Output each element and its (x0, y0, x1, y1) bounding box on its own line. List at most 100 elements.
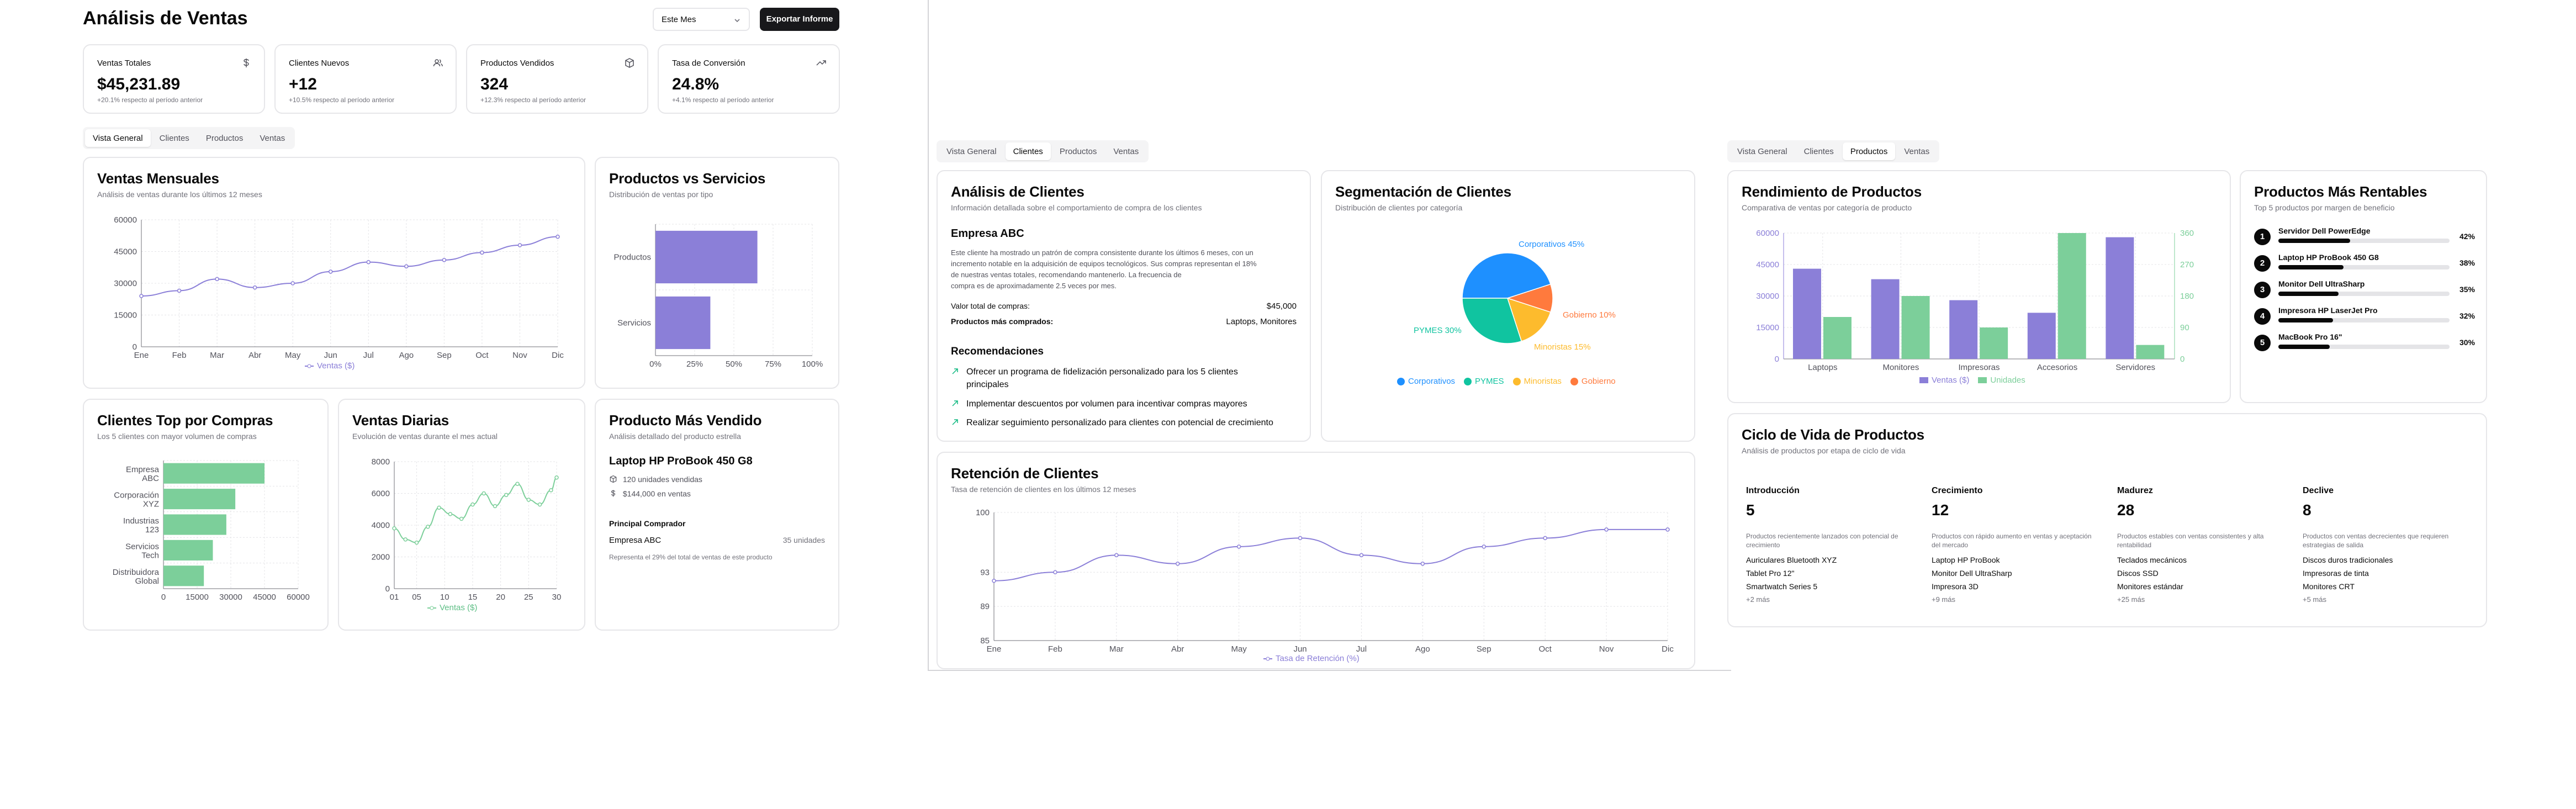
stage-name: Declive (2303, 486, 2334, 495)
client-segmentation-card: Segmentación de Clientes Distribución de… (1321, 170, 1695, 442)
period-select[interactable]: Este Mes (653, 8, 750, 31)
buyer-note: Representa el 29% del total de ventas de… (609, 553, 773, 561)
profitable-item: 1 Servidor Dell PowerEdge 42% (2254, 226, 2475, 248)
kpi-value: 324 (480, 75, 509, 93)
card-title: Retención de Clientes (951, 465, 1099, 482)
x-tick-label: Jul (363, 351, 374, 360)
bar-sales (1949, 300, 1978, 359)
data-point (139, 294, 144, 298)
y-right-tick-label: 0 (2180, 355, 2184, 364)
stage-more: +5 más (2303, 595, 2326, 604)
users-icon (433, 59, 443, 67)
legend-label: Unidades (1990, 376, 2025, 385)
tab-clients[interactable]: Clientes (1005, 142, 1051, 160)
pie-legend: Corporativos PYMES Minoristas Gobierno (1397, 377, 1616, 386)
tab-products[interactable]: Productos (1059, 146, 1097, 156)
bar-sales (2106, 237, 2134, 359)
product-lifecycle-card: Ciclo de Vida de Productos Análisis de p… (1727, 413, 2487, 627)
stage-count: 8 (2303, 501, 2311, 519)
card-subtitle: Tasa de retención de clientes en los últ… (951, 485, 1136, 494)
margin-fill (2278, 345, 2330, 349)
pie-label-gobierno: Gobierno 10% (1563, 310, 1616, 320)
x-tick-label: 30 (552, 593, 562, 602)
page-title: Análisis de Ventas (83, 8, 248, 29)
data-point (556, 234, 560, 239)
margin-fill (2278, 239, 2351, 243)
package-icon (625, 58, 634, 68)
x-tick-label: 75% (765, 359, 781, 369)
daily-sales-chart: 0 2000 4000 6000 8000 01 05 10 15 20 25 30 (372, 457, 562, 602)
tab-products[interactable]: Productos (1842, 142, 1896, 160)
data-point (1236, 544, 1241, 549)
data-point (366, 260, 371, 265)
margin-pct: 35% (2459, 285, 2475, 294)
card-title: Productos vs Servicios (609, 170, 766, 187)
legend-label: Gobierno (1581, 377, 1616, 386)
tab-overview[interactable]: Vista General (1737, 146, 1787, 156)
tab-sales[interactable]: Ventas (260, 133, 285, 143)
profitable-item: 5 MacBook Pro 16" 30% (2254, 332, 2475, 355)
margin-fill (2278, 265, 2344, 269)
stage-count: 12 (1932, 501, 1949, 519)
kpi-title: Clientes Nuevos (289, 59, 350, 68)
y-tick-label: Tech (141, 551, 159, 560)
x-tick-label: Servidores (2115, 363, 2155, 372)
kpi-card-new-clients: Clientes Nuevos +12 +10.5% respecto al p… (274, 44, 457, 114)
export-report-button[interactable]: Exportar Informe (760, 8, 839, 31)
period-select-value: Este Mes (662, 15, 696, 24)
bar (163, 540, 213, 561)
card-subtitle: Análisis de ventas durante los últimos 1… (97, 190, 262, 199)
y-tick-label: 100 (976, 508, 990, 517)
x-tick-label: May (1231, 644, 1247, 654)
data-point (470, 502, 475, 507)
bar (655, 296, 711, 350)
data-point (290, 281, 295, 285)
bar-sales (1871, 279, 1900, 359)
rank-badge: 5 (2254, 335, 2271, 351)
x-tick-label: 05 (412, 593, 421, 602)
products-value: Laptops, Monitores (1226, 317, 1297, 326)
stage-more: +9 más (1932, 595, 1955, 604)
kpi-note: +12.3% respecto al período anterior (480, 96, 586, 104)
x-tick-label: 01 (390, 593, 399, 602)
description-line: de nuestras ventas totales, recomendando… (951, 271, 1182, 279)
total-value: $45,000 (1266, 302, 1297, 311)
data-point (1420, 562, 1425, 566)
profitable-products-card: Productos Más Rentables Top 5 productos … (2240, 170, 2487, 403)
bar-units (1980, 327, 2008, 359)
x-tick-label: 15000 (186, 593, 209, 602)
y-tick-label: 123 (145, 525, 159, 535)
daily-sales-card: Ventas Diarias Evolución de ventas duran… (338, 399, 585, 631)
x-tick-label: Ene (987, 644, 1002, 654)
x-tick-label: Sep (1477, 644, 1491, 654)
legend-label: Ventas ($) (317, 361, 355, 371)
data-point (252, 285, 257, 290)
data-point (1053, 570, 1057, 575)
tab-overview[interactable]: Vista General (85, 129, 151, 147)
card-title: Productos Más Rentables (2254, 183, 2427, 200)
recommendation-text: principales (966, 380, 1009, 389)
tab-sales[interactable]: Ventas (1904, 146, 1930, 156)
x-tick-label: Oct (475, 351, 489, 360)
data-point (459, 516, 464, 521)
tab-clients[interactable]: Clientes (1803, 146, 1834, 156)
tab-clients[interactable]: Clientes (159, 133, 189, 143)
x-tick-label: Monitores (1882, 363, 1919, 372)
lifecycle-stage: Crecimiento 12 Productos con rápido aument… (1927, 467, 2104, 616)
legend-label: PYMES (1475, 377, 1504, 386)
x-tick-label: 60000 (287, 593, 310, 602)
products-vs-services-card: Productos vs Servicios Distribución de v… (595, 157, 839, 389)
x-tick-label: Dic (1662, 644, 1674, 654)
card-subtitle: Los 5 clientes con mayor volumen de comp… (97, 432, 257, 441)
bar-units (2057, 233, 2086, 359)
data-point (403, 537, 408, 542)
card-title: Ventas Diarias (352, 412, 449, 429)
stage-more: +25 más (2117, 595, 2145, 604)
kpi-value: $45,231.89 (97, 75, 181, 93)
margin-track (2278, 318, 2450, 322)
tab-overview[interactable]: Vista General (946, 146, 997, 156)
tab-products[interactable]: Productos (205, 133, 244, 143)
tab-sales[interactable]: Ventas (1113, 146, 1139, 156)
margin-pct: 32% (2459, 311, 2475, 320)
